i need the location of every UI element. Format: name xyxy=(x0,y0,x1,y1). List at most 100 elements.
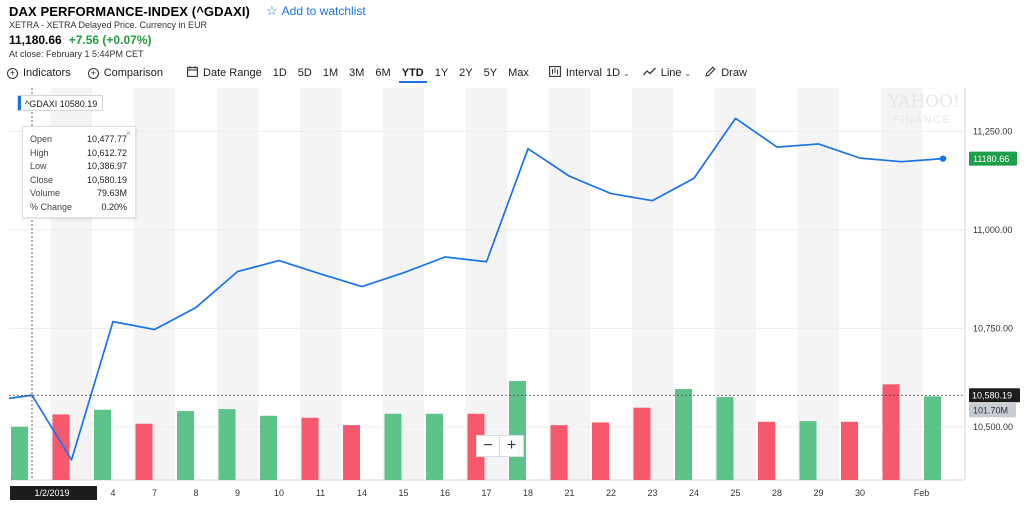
volume-bar xyxy=(924,396,941,480)
date-range-button[interactable]: Date Range xyxy=(187,66,262,80)
crosshair-date-tag xyxy=(10,486,97,500)
volume-bar xyxy=(426,413,443,480)
x-tick-label: 24 xyxy=(689,488,699,498)
comparison-button[interactable]: + Comparison xyxy=(87,67,163,79)
tooltip-label: Volume xyxy=(30,188,61,198)
calendar-icon xyxy=(187,66,198,80)
x-tick-label: 29 xyxy=(813,488,823,498)
zoom-out-button[interactable]: − xyxy=(476,435,500,457)
x-tick-label: 4 xyxy=(110,488,115,498)
chart-type-label: Line xyxy=(660,67,682,79)
indicators-button[interactable]: + Indicators xyxy=(7,67,71,79)
grid-band xyxy=(548,88,591,480)
volume-bar xyxy=(882,384,900,480)
tooltip-value: 79.63M xyxy=(96,188,127,198)
range-max[interactable]: Max xyxy=(508,67,529,79)
range-5y[interactable]: 5Y xyxy=(483,67,498,79)
y-axis: 11,250.00 11,000.00 10,750.00 10,500.00 1118… xyxy=(964,88,1020,480)
x-tick-label: 25 xyxy=(730,488,740,498)
volume-bar xyxy=(509,380,526,480)
volume-bar xyxy=(550,425,568,480)
chevron-down-icon: ⌄ xyxy=(623,68,630,78)
draw-button[interactable]: Draw xyxy=(705,66,747,80)
x-tick-label: 16 xyxy=(440,488,450,498)
grid-bands xyxy=(50,88,923,480)
range-2y[interactable]: 2Y xyxy=(459,67,473,79)
interval-label: Interval xyxy=(565,67,602,79)
x-tick-label: 22 xyxy=(606,488,616,498)
volume-bar xyxy=(177,411,194,480)
x-tick-label: 14 xyxy=(357,488,367,498)
volume-bar xyxy=(758,421,775,480)
x-tick-label: 8 xyxy=(193,488,198,498)
volume-bar xyxy=(94,409,111,480)
volume-bar xyxy=(675,389,692,480)
crosshair-price-tag-label: 10,580.19 xyxy=(972,391,1012,401)
series-legend-label: ^GDAXI 10580.19 xyxy=(25,99,98,109)
price-line xyxy=(8,117,944,461)
grid-band xyxy=(133,88,176,480)
x-tick-label: 30 xyxy=(855,488,865,498)
watermark-line2: FINANCE xyxy=(893,114,952,126)
tooltip-value: 10,477.77 xyxy=(86,134,127,144)
candlestick-icon xyxy=(548,66,561,80)
tooltip-value: 0.20% xyxy=(101,201,127,212)
volume-bar xyxy=(52,414,70,480)
grid-band xyxy=(797,88,840,480)
range-3m[interactable]: 3M xyxy=(349,67,365,79)
plus-circle-icon: + xyxy=(87,67,99,79)
tooltip-label: High xyxy=(30,147,49,158)
chevron-down-icon: ⌄ xyxy=(684,68,692,78)
tooltip-value: 10,612.72 xyxy=(86,147,127,158)
volume-bars xyxy=(11,380,941,480)
current-price-tag xyxy=(969,151,1017,166)
tooltip-value: 10,580.19 xyxy=(86,174,127,185)
quote-header: DAX PERFORMANCE-INDEX (^GDAXI) ☆ Add to … xyxy=(9,3,1009,59)
volume-bar xyxy=(343,425,360,480)
volume-bar xyxy=(135,423,153,480)
range-5d[interactable]: 5D xyxy=(297,67,312,79)
x-tick-label: 9 xyxy=(235,488,240,498)
x-tick-label: 23 xyxy=(647,488,657,498)
range-6m[interactable]: 6M xyxy=(375,67,391,79)
volume-bar xyxy=(384,413,402,480)
interval-button[interactable]: Interval 1D ⌄ xyxy=(548,66,630,80)
x-tick-label: 18 xyxy=(523,488,533,498)
ohlc-tooltip: × Open 10,477.77 High 10,612.72 Low 10,386.97… xyxy=(22,126,136,218)
tooltip-row: Low 10,386.97 xyxy=(30,160,127,174)
range-selector: 1D 5D 1M 3M 6M YTD 1Y 2Y 5Y Max xyxy=(266,67,533,83)
tooltip-label: Close xyxy=(30,174,54,185)
volume-bar xyxy=(260,415,277,480)
date-range-label: Date Range xyxy=(203,67,262,79)
quote-title: DAX PERFORMANCE-INDEX (^GDAXI) xyxy=(9,3,250,19)
yahoo-finance-watermark: YAHOO! FINANCE xyxy=(887,92,960,126)
zoom-controls: − + xyxy=(476,435,524,457)
range-1d[interactable]: 1D xyxy=(272,67,287,79)
zoom-in-button[interactable]: + xyxy=(500,435,524,457)
tooltip-row: High 10,612.72 xyxy=(30,147,127,161)
price-line-layer xyxy=(8,117,947,461)
volume-bar xyxy=(841,421,858,480)
chart-type-button[interactable]: Line ⌄ xyxy=(642,66,692,80)
volume-bar xyxy=(11,426,28,480)
tooltip-label: Open xyxy=(30,134,53,144)
pencil-icon xyxy=(705,66,716,80)
draw-label: Draw xyxy=(721,67,747,79)
y-tick-label: 11,250.00 xyxy=(973,126,1012,136)
add-to-watchlist-button[interactable]: ☆ Add to watchlist xyxy=(266,3,366,19)
tooltip-label: Low xyxy=(30,161,47,171)
volume-bar xyxy=(633,407,651,480)
close-icon[interactable]: × xyxy=(125,128,131,138)
x-tick-label: 21 xyxy=(564,488,574,498)
x-tick-label: 15 xyxy=(398,488,408,498)
range-1y[interactable]: 1Y xyxy=(434,67,449,79)
watchlist-label: Add to watchlist xyxy=(281,4,366,18)
range-1m[interactable]: 1M xyxy=(322,67,339,79)
range-ytd[interactable]: YTD xyxy=(398,67,428,83)
x-tick-label: 11 xyxy=(316,488,325,498)
series-legend[interactable]: ^GDAXI 10580.19 xyxy=(17,95,104,111)
volume-bar xyxy=(301,417,319,480)
volume-bar xyxy=(218,409,236,480)
plus-circle-icon: + xyxy=(7,67,18,79)
